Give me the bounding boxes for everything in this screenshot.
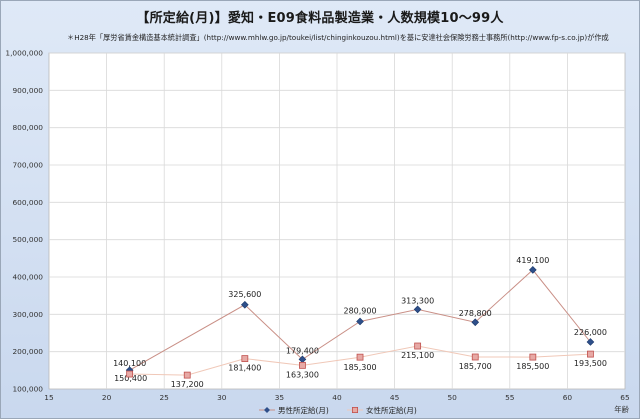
y-tick-label: 300,000 — [12, 310, 43, 319]
female-data-label: 163,300 — [286, 370, 319, 379]
male-data-point — [413, 305, 422, 314]
y-tick-label: 700,000 — [12, 161, 43, 170]
female-data-point — [414, 342, 422, 350]
female-data-point — [356, 353, 364, 361]
female-data-label: 193,500 — [574, 359, 607, 368]
x-tick-label: 45 — [390, 393, 400, 402]
x-tick-label: 35 — [275, 393, 285, 402]
male-data-label: 226,000 — [574, 328, 607, 337]
male-data-label: 150,400 — [114, 374, 147, 383]
female-data-label: 140,100 — [113, 359, 146, 368]
x-tick-label: 55 — [505, 393, 515, 402]
y-tick-label: 1,000,000 — [5, 49, 43, 58]
y-tick-label: 500,000 — [12, 235, 43, 244]
male-data-point — [356, 317, 364, 326]
y-tick-label: 600,000 — [12, 198, 43, 207]
x-tick-label: 60 — [563, 393, 573, 402]
female-data-label: 215,100 — [401, 351, 434, 360]
female-data-point — [587, 350, 594, 358]
x-tick-label: 30 — [217, 393, 227, 402]
y-tick-label: 800,000 — [12, 123, 43, 132]
male-series-line — [129, 269, 591, 371]
female-data-label: 185,300 — [343, 363, 376, 372]
x-tick-label: 65 — [620, 393, 630, 402]
x-axis-label: 年齢 — [614, 405, 629, 414]
x-tick-label: 20 — [102, 393, 112, 402]
female-data-point — [529, 353, 537, 361]
female-data-point — [241, 355, 249, 363]
y-tick-label: 900,000 — [12, 86, 43, 95]
male-data-point — [529, 266, 537, 274]
male-data-label: 280,900 — [343, 306, 376, 315]
male-data-label: 313,300 — [401, 296, 434, 305]
male-data-point — [241, 300, 249, 309]
legend-male-label: 男性所定給(月) — [278, 405, 329, 415]
male-data-label: 179,400 — [286, 346, 319, 355]
female-data-point — [126, 370, 134, 378]
male-data-label: 419,100 — [516, 256, 549, 265]
male-data-point — [471, 318, 480, 327]
female-data-point — [471, 353, 479, 361]
female-data-label: 185,700 — [459, 362, 492, 371]
male-data-label: 278,800 — [459, 309, 492, 318]
x-tick-label: 40 — [332, 393, 342, 402]
female-data-point — [183, 371, 191, 379]
y-tick-label: 400,000 — [12, 273, 43, 282]
x-tick-label: 15 — [44, 393, 54, 402]
male-data-label: 325,600 — [228, 290, 261, 299]
female-data-point — [299, 361, 306, 369]
legend-marker-square — [351, 406, 358, 413]
male-data-point — [586, 338, 595, 346]
y-tick-label: 100,000 — [12, 385, 43, 394]
female-data-label: 137,200 — [171, 380, 204, 389]
legend-marker-diamond — [264, 407, 270, 413]
chart-source-note: ＊H28年「厚労省賃金構造基本統計調査」(http://www.mhlw.go.… — [67, 33, 609, 42]
female-data-label: 185,500 — [516, 362, 549, 371]
x-tick-label: 25 — [159, 393, 169, 402]
female-data-label: 181,400 — [228, 364, 261, 373]
x-tick-label: 50 — [447, 393, 457, 402]
chart-title: 【所定給(月)】愛知・E09食料品製造業・人数規模10～99人 — [136, 11, 504, 26]
legend-female-label: 女性所定給(月) — [366, 405, 417, 415]
y-tick-label: 200,000 — [12, 347, 43, 356]
